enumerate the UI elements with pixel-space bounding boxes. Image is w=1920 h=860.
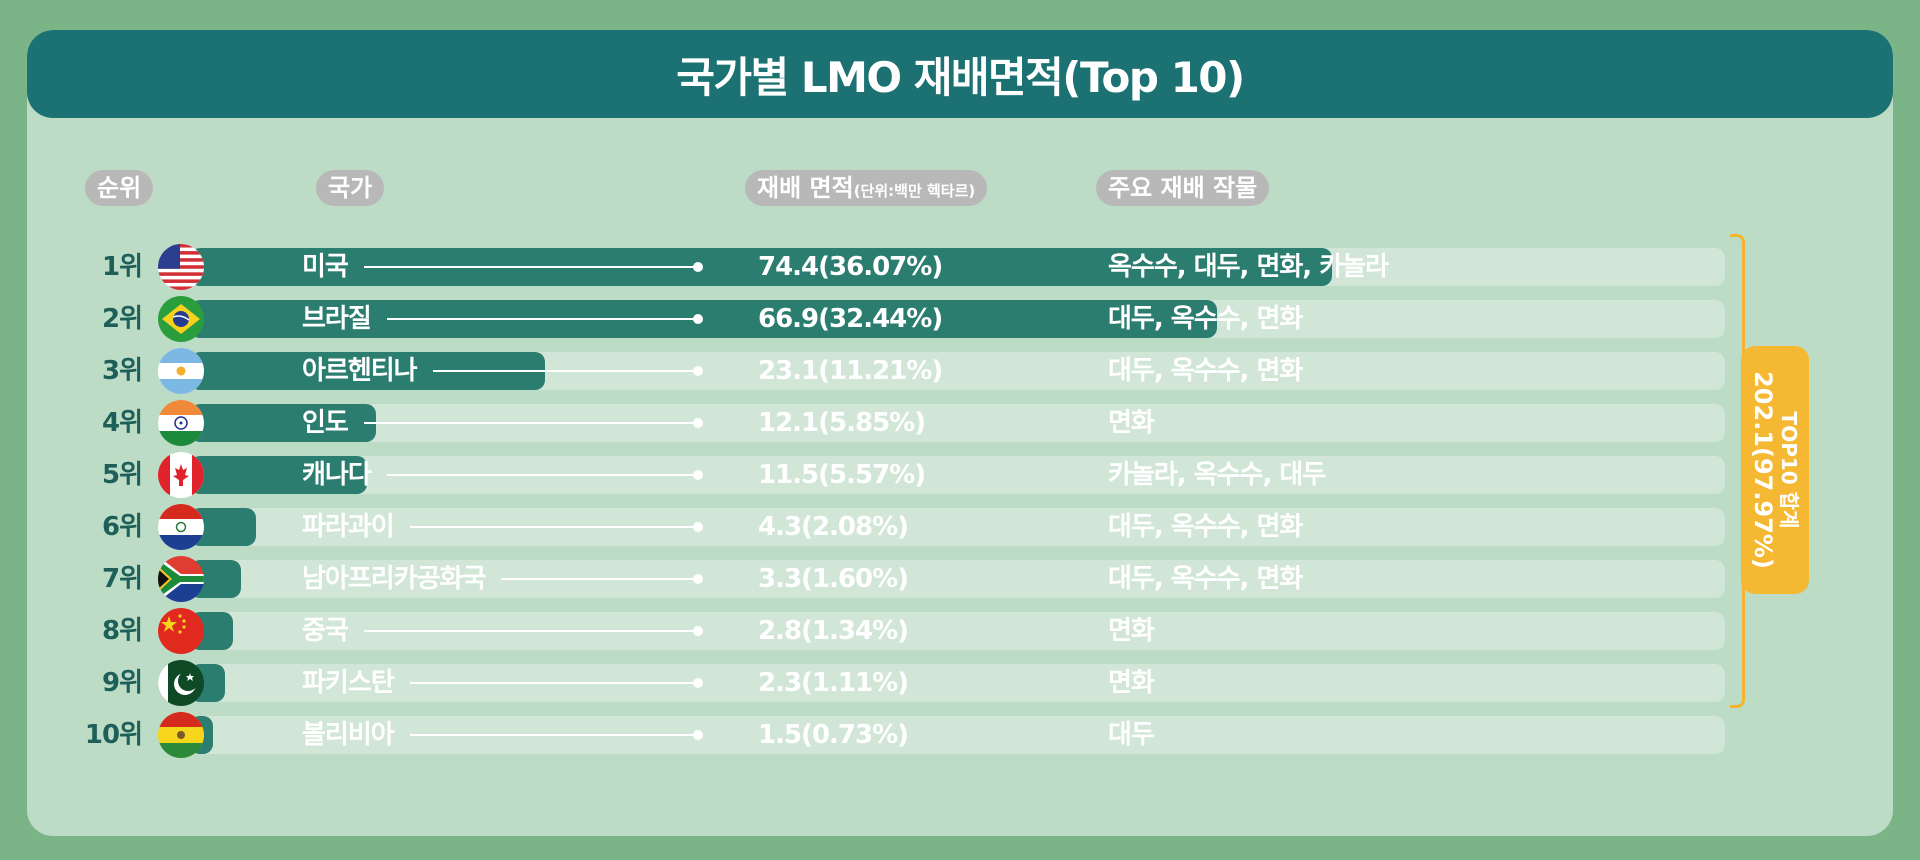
china-flag-icon [158, 608, 204, 654]
bar-2 [190, 300, 1217, 338]
total-text: TOP10 합계 202.1(97.97%) [1749, 340, 1801, 600]
area-value: 74.4(36.07%) [758, 252, 943, 282]
crops-label: 대두 [1108, 720, 1155, 750]
leader-dot [693, 418, 703, 428]
crops-label: 대두, 옥수수, 면화 [1108, 356, 1303, 386]
area-value: 2.8(1.34%) [758, 616, 909, 646]
rank-label: 3위 [101, 356, 143, 386]
header-area: 재배 면적(단위:백만 헥타르) [745, 170, 988, 206]
india-flag-icon [158, 400, 204, 446]
leader-line [501, 578, 698, 580]
rank-label: 4위 [101, 408, 143, 438]
leader-dot [693, 366, 703, 376]
crops-label: 면화 [1108, 408, 1155, 438]
bar-4 [190, 404, 376, 442]
area-value: 3.3(1.60%) [758, 564, 909, 594]
crops-label: 대두, 옥수수, 면화 [1108, 304, 1303, 334]
bolivia-flag-icon [158, 712, 204, 758]
leader-line [386, 318, 698, 320]
rank-label: 10위 [84, 720, 143, 750]
leader-dot [693, 262, 703, 272]
header-rank: 순위 [85, 170, 154, 206]
total-label: TOP10 합계 [1777, 411, 1801, 529]
leader-dot [693, 574, 703, 584]
crops-label: 대두, 옥수수, 면화 [1108, 512, 1303, 542]
rank-label: 1위 [101, 252, 143, 282]
crops-label: 면화 [1108, 668, 1155, 698]
crops-label: 면화 [1108, 616, 1155, 646]
header-country: 국가 [316, 170, 385, 206]
rank-label: 7위 [101, 564, 143, 594]
area-value: 2.3(1.11%) [758, 668, 909, 698]
leader-line [363, 422, 698, 424]
leader-dot [693, 730, 703, 740]
brazil-flag-icon [158, 296, 204, 342]
rank-label: 9위 [101, 668, 143, 698]
leader-line [363, 630, 698, 632]
leader-line [409, 734, 698, 736]
title-bar: 국가별 LMO 재배면적(Top 10) [27, 30, 1893, 118]
leader-line [432, 370, 698, 372]
area-value: 11.5(5.57%) [758, 460, 926, 490]
total-badge: TOP10 합계 202.1(97.97%) [1741, 346, 1809, 594]
header-crops: 주요 재배 작물 [1096, 170, 1270, 206]
area-value: 4.3(2.08%) [758, 512, 909, 542]
country-label: 볼리비아 [302, 720, 395, 750]
rank-label: 5위 [101, 460, 143, 490]
bar-track [190, 560, 1725, 598]
chart-title: 국가별 LMO 재배면적(Top 10) [676, 52, 1245, 102]
paraguay-flag-icon [158, 504, 204, 550]
leader-line [409, 682, 698, 684]
country-label: 미국 [302, 252, 349, 282]
area-value: 66.9(32.44%) [758, 304, 943, 334]
leader-dot [693, 470, 703, 480]
argentina-flag-icon [158, 348, 204, 394]
header-area-label: 재배 면적 [757, 174, 854, 202]
country-label: 파라과이 [302, 512, 395, 542]
country-label: 아르헨티나 [302, 356, 418, 386]
south-africa-flag-icon [158, 556, 204, 602]
country-label: 남아프리카공화국 [302, 564, 486, 594]
total-value: 202.1(97.97%) [1749, 371, 1777, 569]
bar-5 [190, 456, 367, 494]
leader-line [386, 474, 698, 476]
area-value: 23.1(11.21%) [758, 356, 943, 386]
leader-line [409, 526, 698, 528]
country-label: 브라질 [302, 304, 372, 334]
leader-dot [693, 314, 703, 324]
leader-dot [693, 678, 703, 688]
leader-line [363, 266, 698, 268]
rank-label: 8위 [101, 616, 143, 646]
area-value: 1.5(0.73%) [758, 720, 909, 750]
leader-dot [693, 626, 703, 636]
rank-label: 6위 [101, 512, 143, 542]
rank-label: 2위 [101, 304, 143, 334]
canada-flag-icon [158, 452, 204, 498]
country-label: 중국 [302, 616, 349, 646]
crops-label: 옥수수, 대두, 면화, 카놀라 [1108, 252, 1389, 282]
pakistan-flag-icon [158, 660, 204, 706]
usa-flag-icon [158, 244, 204, 290]
country-label: 캐나다 [302, 460, 372, 490]
country-label: 인도 [302, 408, 349, 438]
crops-label: 카놀라, 옥수수, 대두 [1108, 460, 1326, 490]
crops-label: 대두, 옥수수, 면화 [1108, 564, 1303, 594]
header-area-unit: (단위:백만 헥타르) [853, 182, 976, 200]
country-label: 파키스탄 [302, 668, 395, 698]
area-value: 12.1(5.85%) [758, 408, 926, 438]
leader-dot [693, 522, 703, 532]
